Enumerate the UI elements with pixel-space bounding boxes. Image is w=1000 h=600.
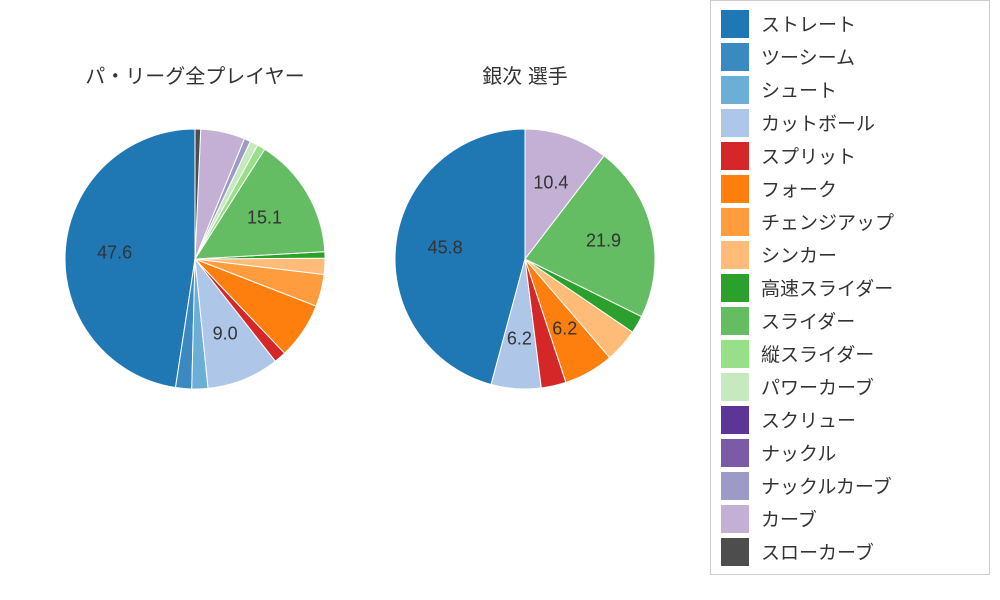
chart-title-player: 銀次 選手 — [482, 60, 568, 89]
legend-row: フォーク — [721, 172, 979, 205]
legend-label: スローカーブ — [761, 538, 874, 565]
pie-slice-label: 6.2 — [552, 319, 577, 340]
legend-row: チェンジアップ — [721, 205, 979, 238]
legend-label: カットボール — [761, 109, 875, 136]
legend-row: パワーカーブ — [721, 370, 979, 403]
legend-swatch — [721, 538, 749, 566]
legend-swatch — [721, 175, 749, 203]
legend-box: ストレートツーシームシュートカットボールスプリットフォークチェンジアップシンカー… — [710, 0, 990, 575]
pie-slice-label: 10.4 — [533, 172, 568, 193]
legend-label: スクリュー — [761, 406, 856, 433]
legend-label: チェンジアップ — [761, 208, 894, 235]
legend-row: 高速スライダー — [721, 271, 979, 304]
legend-swatch — [721, 109, 749, 137]
chart-container: パ・リーグ全プレイヤー 47.6 9.0 15.1 銀次 選手 45.8 6.2 6.2… — [0, 0, 1000, 600]
legend-swatch — [721, 439, 749, 467]
legend-label: 縦スライダー — [761, 340, 874, 367]
legend-row: ツーシーム — [721, 40, 979, 73]
pie-wrap-player: 45.8 6.2 6.2 21.9 10.4 — [360, 109, 690, 414]
chart-title-league: パ・リーグ全プレイヤー — [85, 60, 304, 89]
legend-row: シュート — [721, 73, 979, 106]
pie-slice-label: 9.0 — [213, 323, 238, 344]
legend-swatch — [721, 76, 749, 104]
legend-swatch — [721, 340, 749, 368]
legend-label: ナックル — [761, 439, 836, 466]
pie-wrap-league: 47.6 9.0 15.1 — [30, 109, 360, 414]
legend-swatch — [721, 208, 749, 236]
pie-chart-league: パ・リーグ全プレイヤー 47.6 9.0 15.1 — [30, 60, 360, 414]
pie-chart-player: 銀次 選手 45.8 6.2 6.2 21.9 10.4 — [360, 60, 690, 414]
legend-row: カットボール — [721, 106, 979, 139]
legend-swatch — [721, 241, 749, 269]
legend-swatch — [721, 406, 749, 434]
legend-swatch — [721, 274, 749, 302]
legend-swatch — [721, 472, 749, 500]
legend-label: スプリット — [761, 142, 856, 169]
pie-slice-label: 45.8 — [428, 238, 463, 259]
legend-row: ストレート — [721, 7, 979, 40]
legend-label: ナックルカーブ — [761, 472, 892, 499]
legend-swatch — [721, 505, 749, 533]
legend-label: ツーシーム — [761, 43, 855, 70]
legend-row: スローカーブ — [721, 535, 979, 568]
legend-label: シュート — [761, 76, 837, 103]
legend-label: 高速スライダー — [761, 274, 893, 301]
pie-slice-label: 47.6 — [97, 242, 132, 263]
legend-swatch — [721, 142, 749, 170]
legend-swatch — [721, 307, 749, 335]
legend-label: カーブ — [761, 505, 817, 532]
legend-label: パワーカーブ — [761, 373, 874, 400]
legend-row: スプリット — [721, 139, 979, 172]
legend-row: ナックルカーブ — [721, 469, 979, 502]
pie-svg-league — [30, 109, 360, 409]
legend-row: 縦スライダー — [721, 337, 979, 370]
legend-label: フォーク — [761, 175, 837, 202]
legend-swatch — [721, 373, 749, 401]
legend-row: スライダー — [721, 304, 979, 337]
legend-row: シンカー — [721, 238, 979, 271]
pie-svg-player — [360, 109, 690, 409]
legend-label: シンカー — [761, 241, 837, 268]
legend-label: スライダー — [761, 307, 855, 334]
legend-label: ストレート — [761, 10, 856, 37]
legend-swatch — [721, 10, 749, 38]
legend-row: ナックル — [721, 436, 979, 469]
pie-slice-label: 6.2 — [507, 329, 532, 350]
pie-slice-label: 21.9 — [586, 230, 621, 251]
pie-slice-label: 15.1 — [247, 208, 282, 229]
legend-row: スクリュー — [721, 403, 979, 436]
legend-swatch — [721, 43, 749, 71]
legend-row: カーブ — [721, 502, 979, 535]
